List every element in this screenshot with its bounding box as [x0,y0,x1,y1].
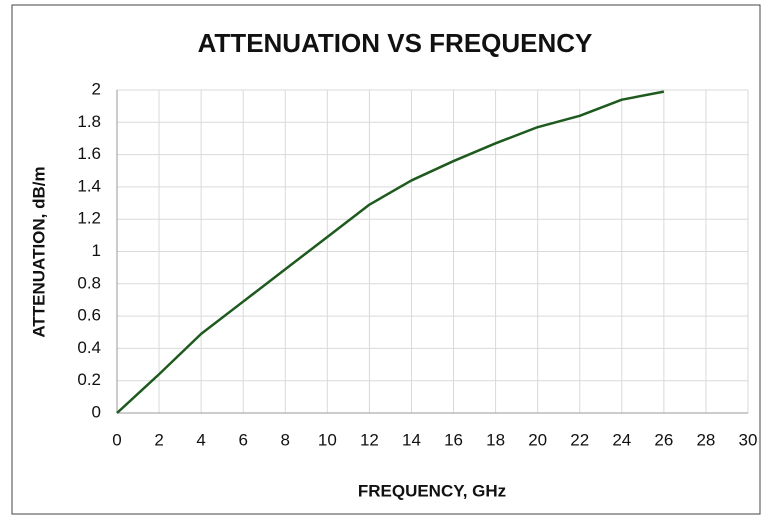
y-axis-label: ATTENUATION, dB/m [29,166,48,337]
x-tick-label: 8 [281,430,290,449]
y-tick-label: 1.8 [77,112,101,131]
x-tick-label: 12 [360,430,379,449]
x-tick-label: 18 [486,430,505,449]
x-tick-label: 24 [612,430,631,449]
y-tick-label: 1.6 [77,144,101,163]
x-tick-label: 26 [654,430,673,449]
x-tick-label: 16 [444,430,463,449]
y-tick-label: 0.4 [77,338,101,357]
y-tick-label: 0 [92,402,101,421]
x-tick-label: 10 [318,430,337,449]
x-tick-label: 2 [154,430,163,449]
y-tick-label: 0.8 [77,273,101,292]
y-tick-label: 0.6 [77,306,101,325]
x-tick-label: 0 [112,430,121,449]
x-axis-label: FREQUENCY, GHz [358,481,506,500]
x-tick-label: 6 [238,430,247,449]
x-tick-label: 22 [570,430,589,449]
y-tick-label: 1.2 [77,209,101,228]
x-tick-label: 4 [196,430,205,449]
y-tick-label: 2 [92,79,101,98]
data-line [116,90,665,414]
y-tick-label: 1.4 [77,176,101,195]
x-tick-label: 14 [402,430,421,449]
y-tick-label: 0.2 [77,370,101,389]
y-tick-label: 1 [92,241,101,260]
chart-title: ATTENUATION VS FREQUENCY [198,28,593,58]
x-tick-label: 28 [696,430,715,449]
x-tick-label: 20 [528,430,547,449]
chart-frame [11,4,761,515]
x-tick-label: 30 [739,430,758,449]
